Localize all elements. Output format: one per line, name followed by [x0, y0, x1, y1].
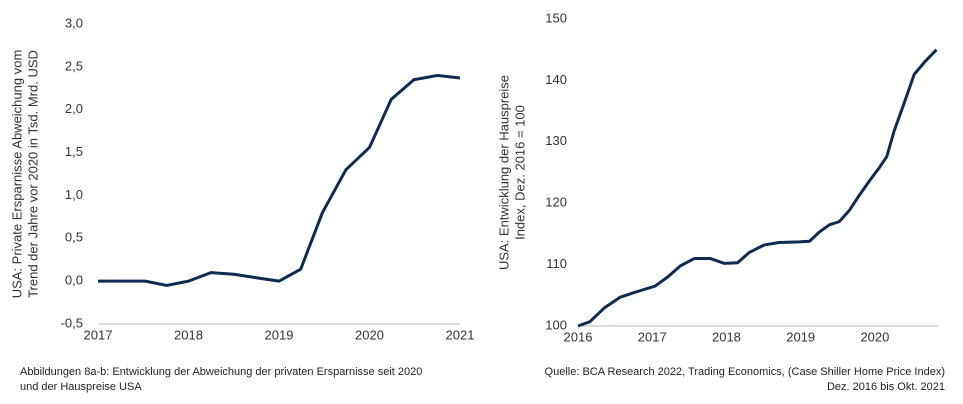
y-tick-label: 130	[545, 133, 567, 148]
y-tick-label: 2,0	[65, 101, 83, 116]
y-tick-label: 0,0	[65, 273, 83, 288]
y-tick-label: 100	[545, 317, 567, 332]
x-tick-label: 2020	[860, 329, 889, 344]
y-tick-label: 140	[545, 72, 567, 87]
y-axis-label: Index, Dez. 2016 = 100	[512, 105, 527, 240]
x-tick-label: 2016	[564, 329, 593, 344]
caption: Dez. 2016 bis Okt. 2021	[827, 381, 945, 393]
y-tick-label: 0,5	[65, 230, 83, 245]
y-tick-label: 2,5	[65, 58, 83, 73]
y-axis-label: USA: Entwicklung der Hauspreise	[496, 75, 511, 270]
caption: Quelle: BCA Research 2022, Trading Econo…	[545, 366, 945, 378]
x-tick-label: 2017	[638, 329, 667, 344]
x-tick-label: 2021	[446, 327, 475, 342]
x-tick-label: 2018	[174, 327, 203, 342]
y-tick-label: 110	[546, 256, 567, 271]
x-tick-label: 2017	[84, 327, 113, 342]
y-tick-label: 3,0	[65, 15, 83, 30]
caption: Abbildungen 8a-b: Entwicklung der Abweic…	[20, 366, 422, 378]
x-tick-label: 2019	[786, 329, 815, 344]
y-tick-label: 1,0	[65, 187, 83, 202]
y-tick-label: 1,5	[65, 144, 83, 159]
x-tick-label: 2019	[265, 327, 294, 342]
y-axis-label: USA: Private Ersparnisse Abweichung vom	[9, 50, 24, 299]
y-tick-label: 120	[545, 195, 567, 210]
y-tick-label: 150	[545, 10, 567, 25]
data-line	[577, 48, 938, 328]
x-tick-label: 2020	[355, 327, 384, 342]
y-axis-label: Trend der Jahre vor 2020 in Tsd. Mrd. US…	[25, 50, 40, 298]
data-line	[98, 73, 461, 287]
caption: und der Hauspreise USA	[20, 381, 142, 393]
y-tick-label: -0,5	[61, 315, 83, 330]
x-tick-label: 2018	[712, 329, 741, 344]
